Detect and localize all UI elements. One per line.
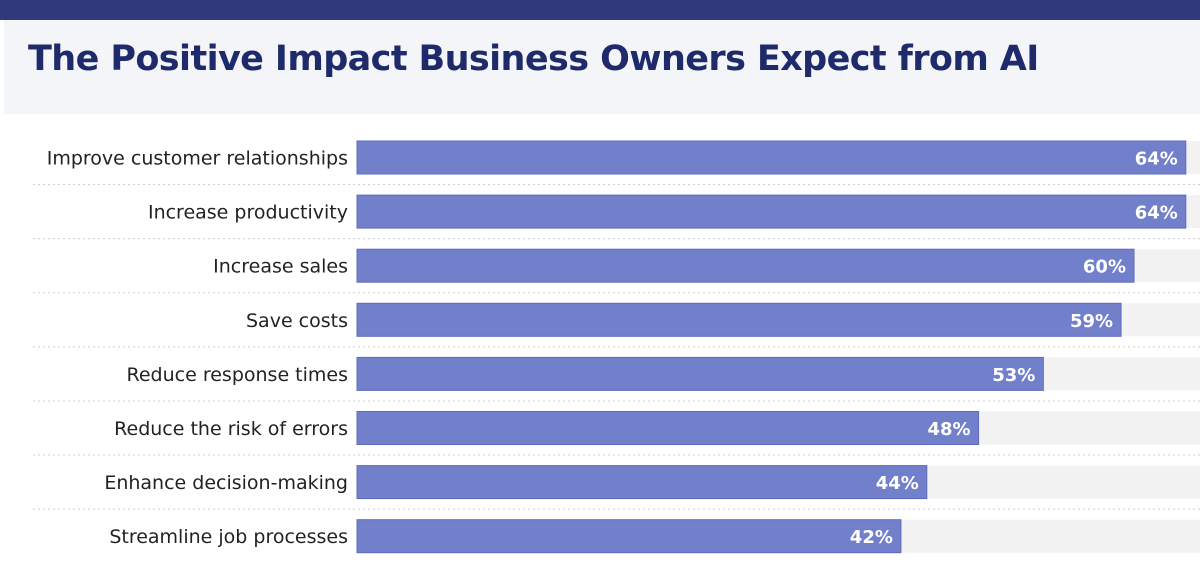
category-label: Reduce the risk of errors — [114, 418, 348, 440]
top-accent-band — [0, 0, 1200, 20]
category-label: Enhance decision-making — [104, 472, 348, 494]
bar — [356, 411, 980, 445]
data-label: 64% — [1135, 203, 1178, 224]
data-label: 60% — [1083, 257, 1126, 278]
chart-header — [4, 20, 1200, 114]
data-label: 53% — [992, 365, 1035, 386]
data-label: 44% — [876, 473, 919, 494]
bar — [356, 302, 1122, 337]
category-label: Increase productivity — [148, 202, 348, 224]
category-label: Save costs — [246, 310, 348, 332]
category-label: Streamline job processes — [109, 526, 348, 548]
bar — [356, 519, 902, 554]
bar — [356, 140, 1187, 175]
category-label: Improve customer relationships — [47, 148, 348, 170]
bar — [356, 248, 1135, 283]
category-label: Increase sales — [213, 256, 348, 278]
data-label: 64% — [1135, 149, 1178, 170]
bar — [356, 194, 1187, 229]
data-label: 42% — [850, 527, 893, 548]
data-label: 48% — [928, 419, 971, 440]
category-label: Reduce response times — [127, 364, 348, 386]
bar — [356, 356, 1044, 391]
data-label: 59% — [1070, 311, 1113, 332]
chart-title: The Positive Impact Business Owners Expe… — [28, 39, 1039, 79]
bar — [356, 465, 928, 500]
